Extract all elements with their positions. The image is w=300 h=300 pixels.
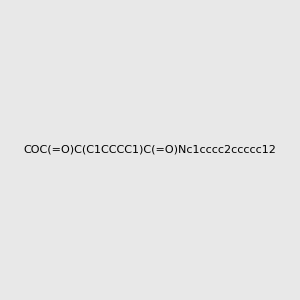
Text: COC(=O)C(C1CCCC1)C(=O)Nc1cccc2ccccc12: COC(=O)C(C1CCCC1)C(=O)Nc1cccc2ccccc12	[24, 145, 276, 155]
